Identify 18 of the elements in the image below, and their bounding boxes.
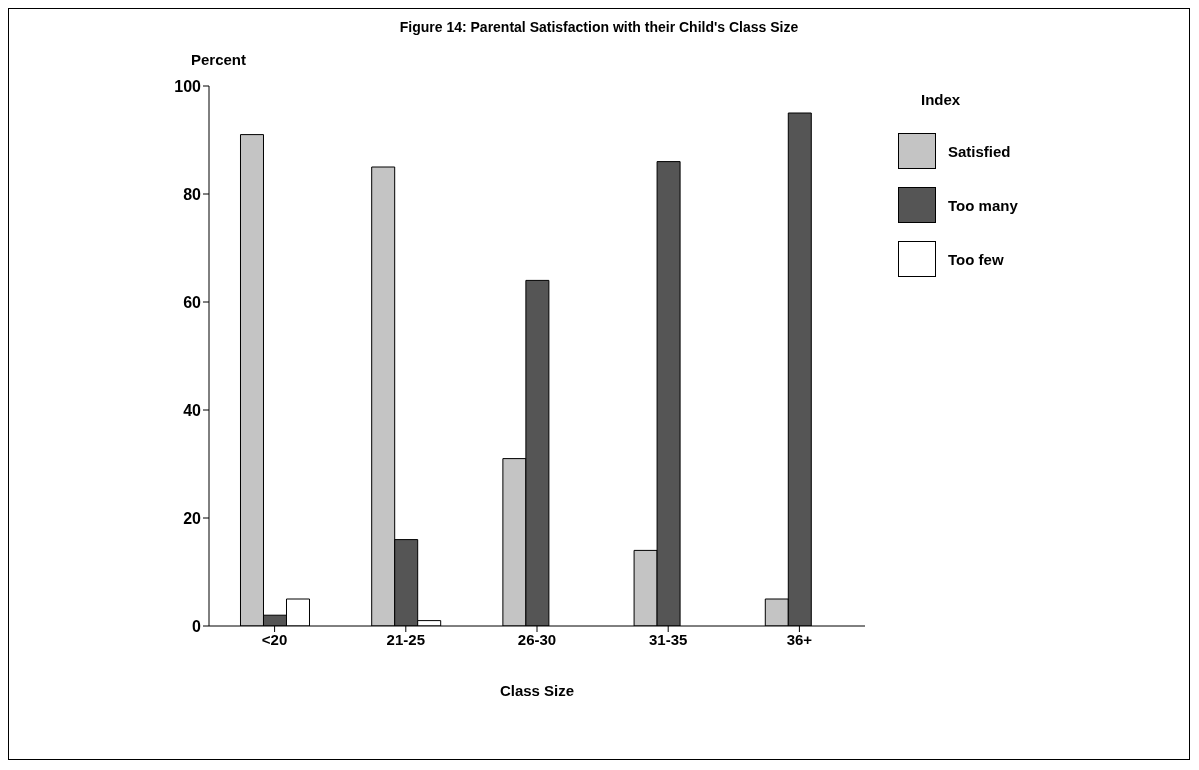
x-tick-label: 26-30	[517, 630, 557, 648]
x-tick-label: <20	[261, 630, 288, 648]
y-tick-label: 60	[183, 293, 202, 311]
x-tick-label: 36+	[786, 630, 813, 648]
y-axis-title: Percent	[191, 51, 247, 68]
x-axis-title: Class Size	[499, 682, 575, 699]
y-tick-label: 40	[183, 401, 202, 419]
y-tick-label: 20	[183, 509, 202, 527]
legend-title: Index	[921, 91, 961, 108]
y-tick-label: 100	[174, 77, 202, 95]
y-tick-label: 80	[183, 185, 202, 203]
x-tick-label: 21-25	[386, 630, 425, 648]
legend-label: Too many	[948, 196, 1018, 214]
y-tick-label: 0	[192, 617, 202, 635]
legend-label: Too few	[948, 250, 1004, 268]
legend-label: Satisfied	[948, 142, 1011, 160]
x-tick-label: 31-35	[649, 630, 688, 648]
chart-title: Figure 14: Parental Satisfaction with their Child's Class Size	[398, 19, 800, 35]
